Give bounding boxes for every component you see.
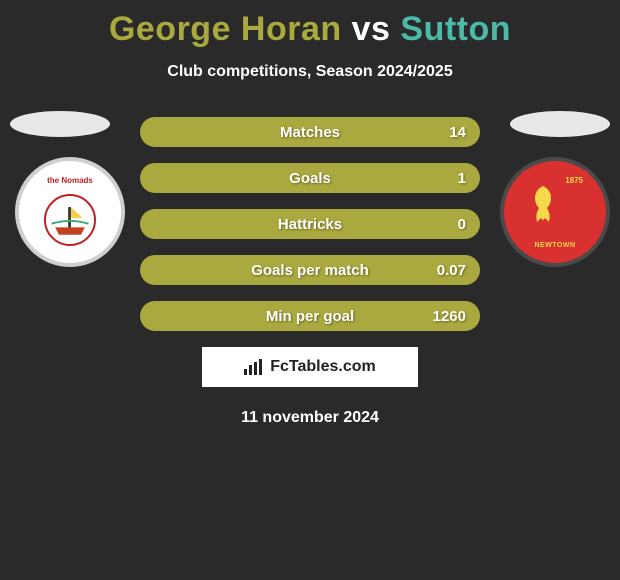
brand-box[interactable]: FcTables.com [202,347,418,387]
stat-bar: Goals per match 0.07 [140,255,480,285]
stat-value: 0 [458,216,466,233]
player2-marker-ellipse [510,111,610,137]
stat-bar: Goals 1 [140,163,480,193]
stat-label: Hattricks [278,216,342,233]
stat-value: 14 [449,124,466,141]
stat-label: Matches [280,124,340,141]
stat-value: 0.07 [437,262,466,279]
lion-icon [529,184,557,224]
player1-marker-ellipse [10,111,110,137]
stat-value: 1 [458,170,466,187]
newtown-shield: 1875 NEWTOWN [521,170,589,255]
stat-label: Goals [289,170,331,187]
brand-text: FcTables.com [270,358,376,376]
subtitle: Club competitions, Season 2024/2025 [0,63,620,81]
club-badge-right: 1875 NEWTOWN [500,157,610,267]
stat-label: Min per goal [266,308,354,325]
nomads-crest: the Nomads [30,172,110,252]
bar-chart-icon [244,359,264,375]
stat-bar: Min per goal 1260 [140,301,480,331]
stats-bars: Matches 14 Goals 1 Hattricks 0 Goals per… [140,117,480,331]
comparison-content: the Nomads 1875 NEWTOWN Matches 14 [0,117,620,427]
nomads-arc-text: the Nomads [30,176,110,185]
newtown-year: 1875 [565,176,583,185]
stat-bar: Hattricks 0 [140,209,480,239]
stat-value: 1260 [433,308,466,325]
title-vs: vs [352,10,391,48]
stat-label: Goals per match [251,262,369,279]
title-player2: Sutton [400,10,511,48]
stat-bar: Matches 14 [140,117,480,147]
ship-icon [44,194,96,246]
newtown-name: NEWTOWN [521,242,589,249]
date-text: 11 november 2024 [0,409,620,427]
club-badge-left: the Nomads [15,157,125,267]
page-title: George Horan vs Sutton [0,0,620,49]
title-player1: George Horan [109,10,342,48]
